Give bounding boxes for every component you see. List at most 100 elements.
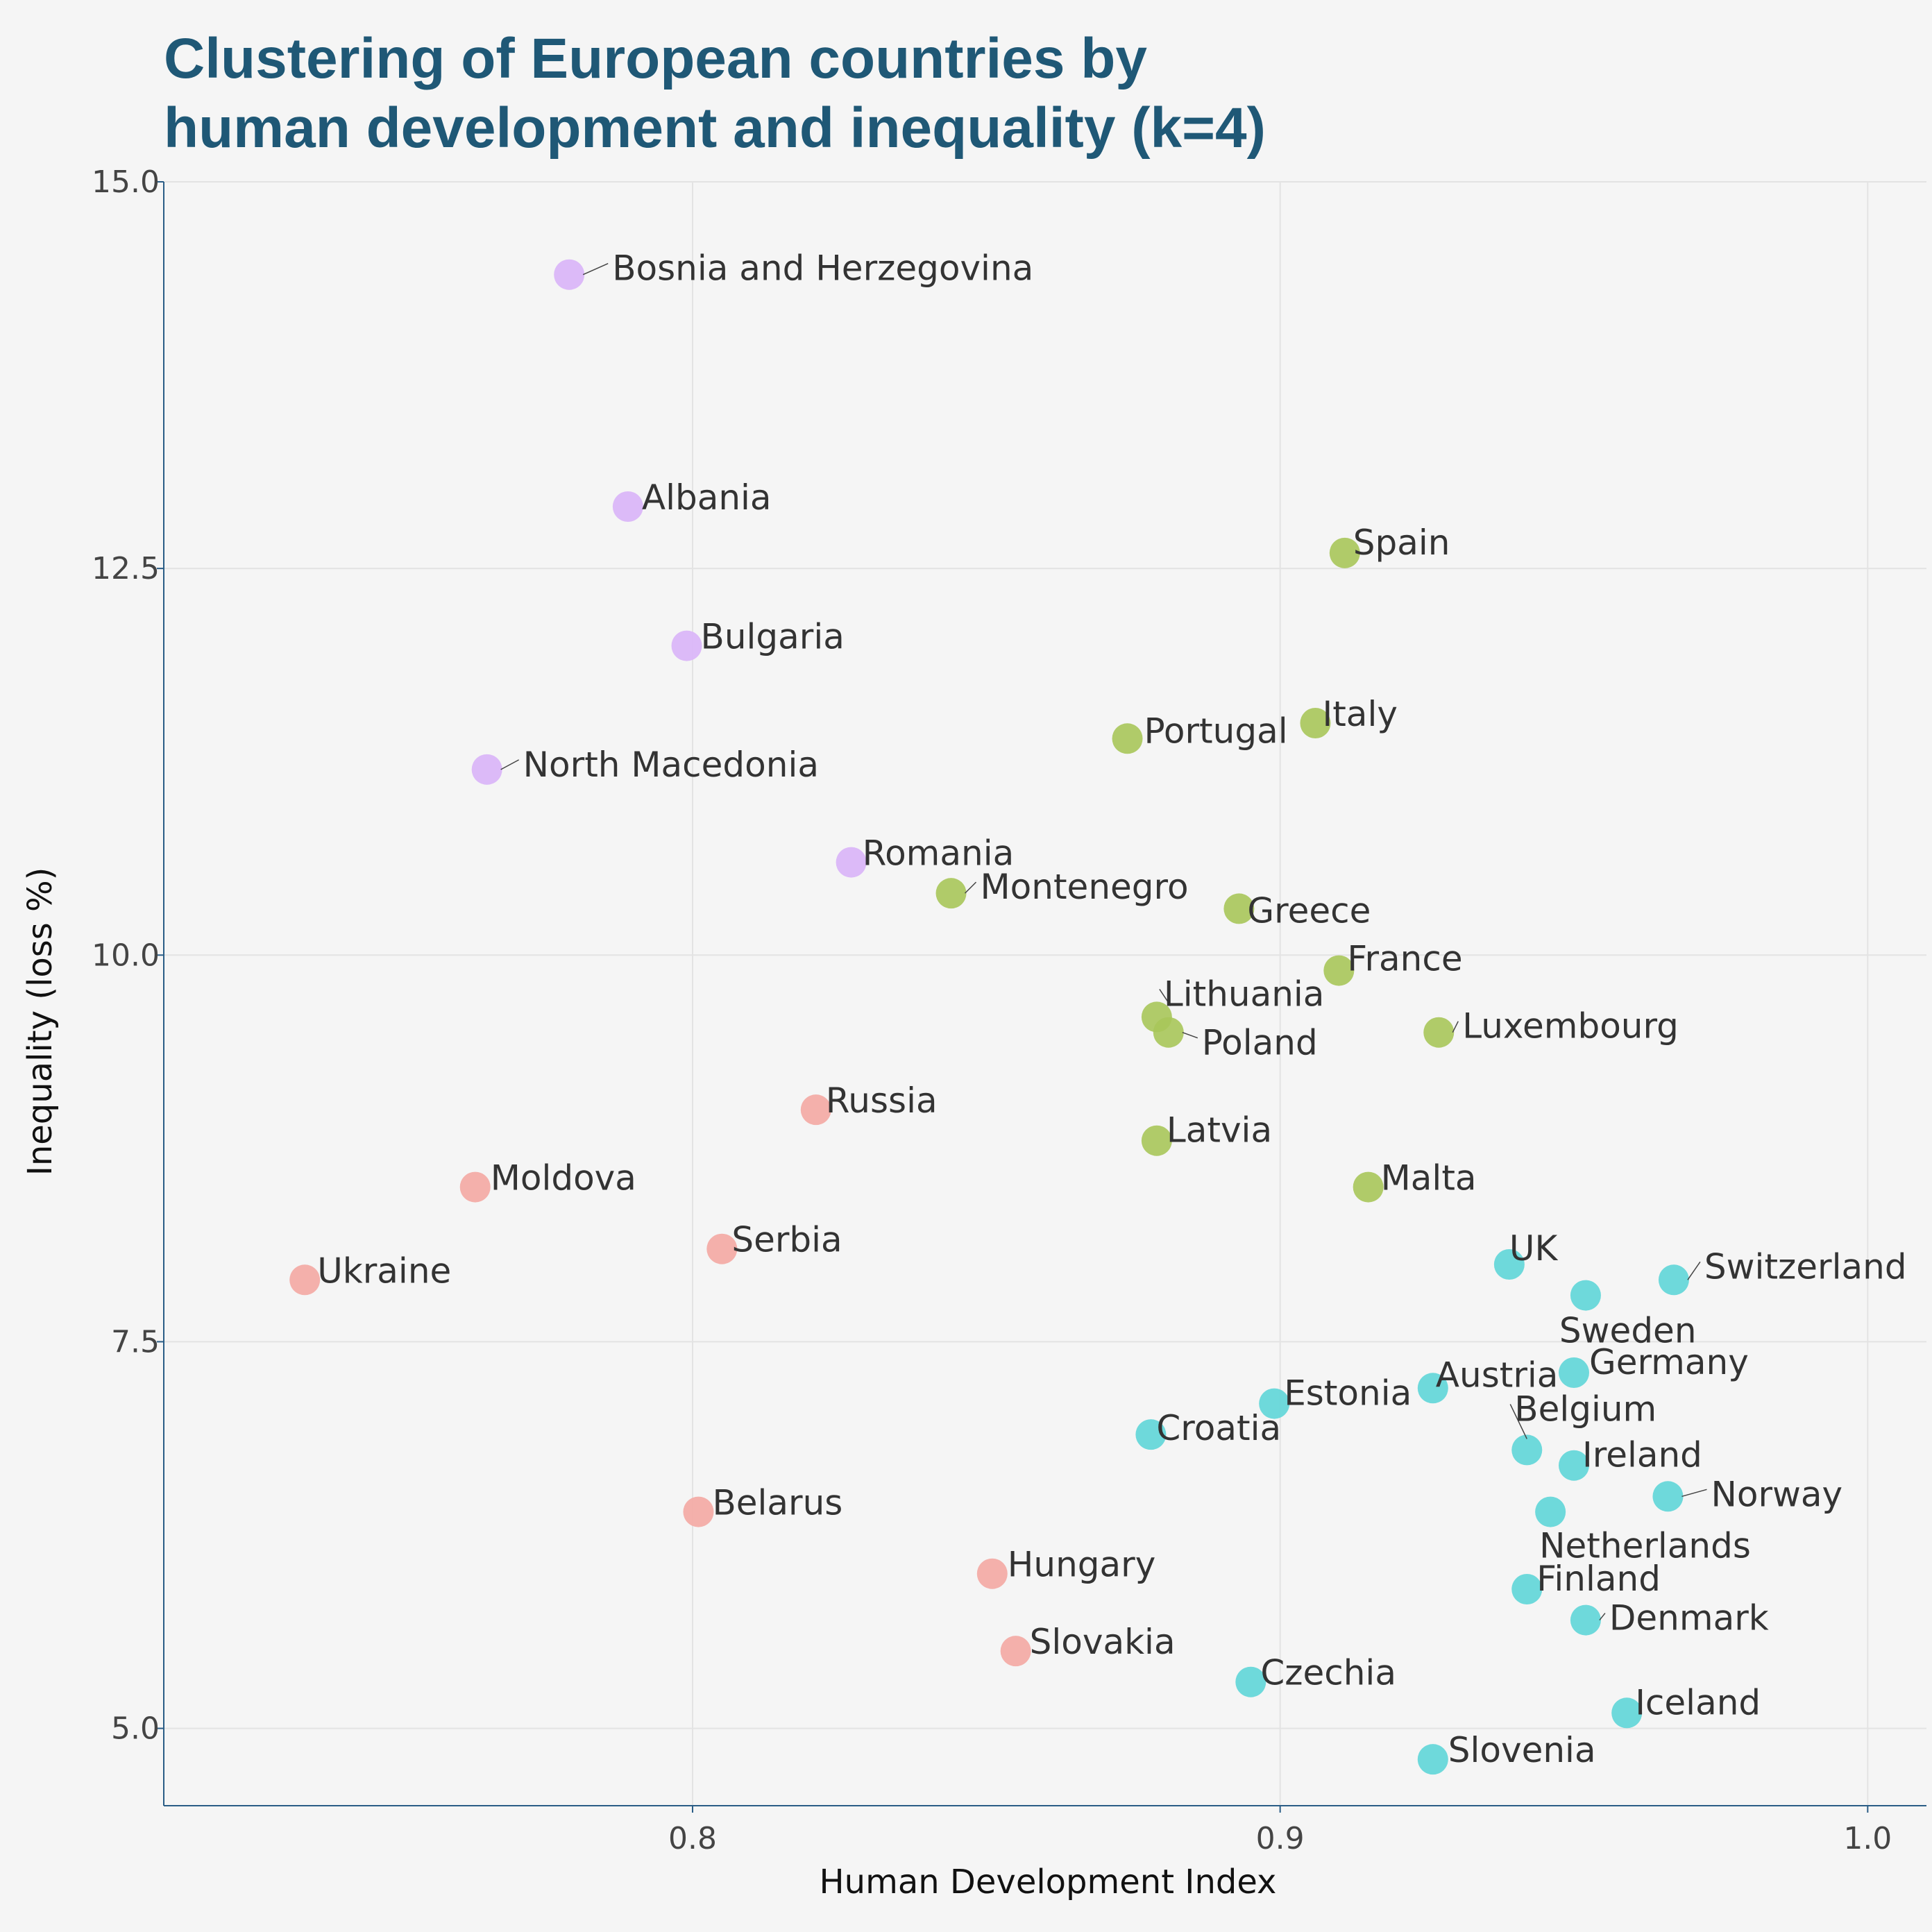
label-austria: Austria xyxy=(1436,1355,1559,1395)
label-germany: Germany xyxy=(1589,1342,1749,1382)
label-spain: Spain xyxy=(1353,523,1450,563)
point-hungary xyxy=(976,1558,1008,1589)
point-spain xyxy=(1329,537,1360,568)
point-netherlands xyxy=(1535,1496,1566,1527)
leader-line-poland xyxy=(1182,1032,1198,1039)
label-italy: Italy xyxy=(1322,694,1397,734)
label-uk: UK xyxy=(1509,1228,1559,1269)
chart-title-line-2: human development and inequality (k=4) xyxy=(164,96,1266,160)
point-bosnia-and-herzegovina xyxy=(554,259,585,290)
label-lithuania: Lithuania xyxy=(1164,974,1325,1014)
label-portugal: Portugal xyxy=(1144,711,1288,751)
point-albania xyxy=(612,491,643,522)
point-germany xyxy=(1559,1357,1589,1388)
label-ukraine: Ukraine xyxy=(317,1251,451,1291)
label-serbia: Serbia xyxy=(731,1220,842,1260)
point-sweden xyxy=(1570,1280,1601,1311)
label-denmark: Denmark xyxy=(1609,1598,1769,1638)
point-bulgaria xyxy=(671,630,702,661)
label-belarus: Belarus xyxy=(712,1483,842,1523)
point-uk xyxy=(1493,1249,1525,1280)
label-ireland: Ireland xyxy=(1582,1435,1702,1475)
point-belgium xyxy=(1511,1434,1543,1466)
leader-line-norway xyxy=(1681,1489,1707,1498)
point-luxembourg xyxy=(1423,1017,1455,1048)
label-iceland: Iceland xyxy=(1635,1682,1761,1722)
label-sweden: Sweden xyxy=(1559,1311,1697,1351)
point-north-macedonia xyxy=(471,754,502,785)
point-croatia xyxy=(1135,1419,1167,1450)
chart-title-line-1: Clustering of European countries by xyxy=(164,27,1147,90)
point-russia xyxy=(800,1094,831,1126)
point-switzerland xyxy=(1658,1264,1689,1296)
point-montenegro xyxy=(935,878,967,909)
label-bulgaria: Bulgaria xyxy=(701,617,845,657)
point-slovenia xyxy=(1417,1744,1448,1775)
y-tick-label: 10.0 xyxy=(92,938,160,973)
label-malta: Malta xyxy=(1381,1158,1477,1198)
x-tick-label: 0.9 xyxy=(1256,1821,1305,1856)
point-malta xyxy=(1353,1171,1384,1203)
axes: 0.8 0.9 1.0 5.0 7.5 10.0 12.5 15.0 xyxy=(92,164,1926,1856)
y-tick-label: 15.0 xyxy=(92,164,160,200)
label-croatia: Croatia xyxy=(1156,1408,1281,1448)
label-czechia: Czechia xyxy=(1260,1653,1396,1693)
x-axis-title: Human Development Index xyxy=(820,1863,1277,1901)
label-albania: Albania xyxy=(642,477,772,518)
label-slovenia: Slovenia xyxy=(1448,1730,1596,1770)
y-tick-label: 12.5 xyxy=(92,551,160,586)
label-france: France xyxy=(1347,939,1462,979)
y-axis-title: Inequality (loss %) xyxy=(21,867,60,1176)
y-tick-label: 7.5 xyxy=(111,1324,160,1359)
point-moldova xyxy=(459,1171,491,1203)
label-belgium: Belgium xyxy=(1514,1389,1656,1429)
point-iceland xyxy=(1611,1697,1643,1729)
label-romania: Romania xyxy=(863,833,1015,874)
point-labels: Bosnia and Herzegovina Albania Bulgaria Nor… xyxy=(317,248,1906,1770)
leader-line-switzerland xyxy=(1687,1261,1701,1280)
point-denmark xyxy=(1570,1604,1601,1636)
point-austria xyxy=(1417,1373,1448,1404)
point-italy xyxy=(1300,708,1331,738)
point-czechia xyxy=(1235,1666,1266,1697)
label-russia: Russia xyxy=(826,1081,938,1121)
label-poland: Poland xyxy=(1202,1023,1318,1063)
point-portugal xyxy=(1112,723,1143,754)
label-north-macedonia: North Macedonia xyxy=(523,745,819,785)
leader-line-montenegro xyxy=(965,881,977,894)
leader-line-bosnia-and-herzegovina xyxy=(582,263,609,276)
point-serbia xyxy=(706,1233,738,1264)
grid xyxy=(164,181,1926,1806)
leader-line-luxembourg xyxy=(1452,1021,1459,1033)
label-greece: Greece xyxy=(1247,890,1371,931)
label-bosnia-and-herzegovina: Bosnia and Herzegovina xyxy=(612,248,1033,289)
leader-line-lithuania xyxy=(1159,989,1171,1006)
label-moldova: Moldova xyxy=(491,1158,636,1198)
y-tick-label: 5.0 xyxy=(111,1711,160,1747)
label-hungary: Hungary xyxy=(1008,1545,1156,1585)
point-greece xyxy=(1223,893,1255,924)
label-switzerland: Switzerland xyxy=(1704,1246,1907,1287)
label-slovakia: Slovakia xyxy=(1030,1622,1176,1662)
label-norway: Norway xyxy=(1711,1474,1842,1514)
data-points xyxy=(289,259,1689,1775)
label-finland: Finland xyxy=(1536,1559,1661,1599)
point-norway xyxy=(1652,1481,1684,1512)
x-tick-label: 1.0 xyxy=(1843,1821,1892,1856)
leader-line-north-macedonia xyxy=(500,759,520,770)
point-belarus xyxy=(683,1496,714,1527)
leader-line-belgium xyxy=(1509,1404,1527,1439)
chart-title: Clustering of European countries by huma… xyxy=(164,27,1266,160)
point-estonia xyxy=(1259,1388,1290,1419)
point-slovakia xyxy=(1000,1636,1031,1667)
x-tick-label: 0.8 xyxy=(668,1821,717,1856)
label-netherlands: Netherlands xyxy=(1539,1526,1751,1566)
label-montenegro: Montenegro xyxy=(981,867,1189,907)
point-ukraine xyxy=(289,1264,321,1296)
point-romania xyxy=(836,847,867,878)
leader-line-denmark xyxy=(1599,1613,1606,1621)
point-poland xyxy=(1153,1017,1184,1048)
point-ireland xyxy=(1559,1450,1589,1481)
